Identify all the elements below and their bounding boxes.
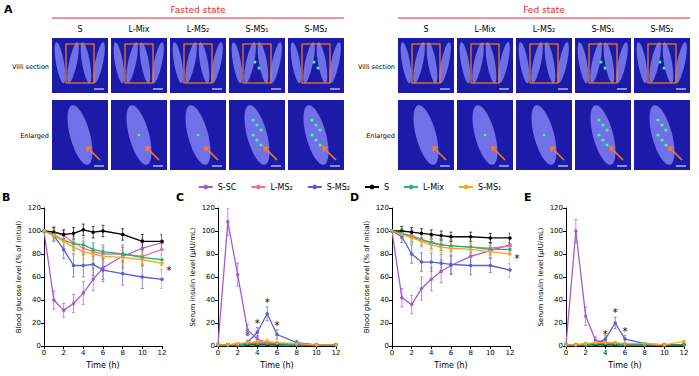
svg-text:8: 8 <box>120 349 124 357</box>
svg-text:0: 0 <box>559 342 563 350</box>
svg-text:120: 120 <box>28 204 41 212</box>
svg-text:10: 10 <box>138 349 147 357</box>
svg-text:Enlarged: Enlarged <box>20 132 49 140</box>
svg-text:0: 0 <box>211 342 215 350</box>
svg-text:Serum insulin level (μIU/mL): Serum insulin level (μIU/mL) <box>189 227 197 326</box>
svg-text:S: S <box>423 25 428 34</box>
svg-text:2: 2 <box>61 349 65 357</box>
svg-text:L-MS₂: L-MS₂ <box>533 25 555 34</box>
svg-text:60: 60 <box>380 273 389 281</box>
svg-text:8: 8 <box>468 349 472 357</box>
svg-text:*: * <box>613 307 618 318</box>
svg-text:80: 80 <box>206 250 215 258</box>
svg-text:100: 100 <box>376 227 389 235</box>
svg-text:2: 2 <box>409 349 413 357</box>
svg-text:60: 60 <box>206 273 215 281</box>
svg-text:A: A <box>4 3 13 16</box>
svg-text:0: 0 <box>37 342 41 350</box>
svg-text:60: 60 <box>554 273 563 281</box>
svg-text:L-Mix: L-Mix <box>423 183 444 192</box>
svg-text:0: 0 <box>42 349 46 357</box>
svg-text:60: 60 <box>32 273 41 281</box>
svg-text:8: 8 <box>294 349 298 357</box>
svg-text:40: 40 <box>206 296 215 304</box>
svg-text:S-MS₁: S-MS₁ <box>245 25 268 34</box>
svg-text:6: 6 <box>275 349 280 357</box>
svg-text:40: 40 <box>380 296 389 304</box>
svg-text:Villi section: Villi section <box>358 63 395 71</box>
svg-text:80: 80 <box>554 250 563 258</box>
svg-text:12: 12 <box>158 349 167 357</box>
svg-text:10: 10 <box>486 349 495 357</box>
svg-text:Blood glucose level (% of init: Blood glucose level (% of initial) <box>363 220 371 333</box>
svg-text:*: * <box>166 265 171 276</box>
svg-text:Fed state: Fed state <box>523 5 565 15</box>
svg-text:*: * <box>255 318 260 329</box>
svg-text:L-MS₂: L-MS₂ <box>270 183 292 192</box>
svg-text:40: 40 <box>554 296 563 304</box>
svg-text:Enlarged: Enlarged <box>366 132 395 140</box>
svg-text:S-MS₁: S-MS₁ <box>591 25 614 34</box>
svg-text:Fasted state: Fasted state <box>171 5 226 15</box>
svg-text:120: 120 <box>550 204 563 212</box>
svg-text:*: * <box>265 297 270 308</box>
svg-text:100: 100 <box>550 227 563 235</box>
svg-text:L-Mix: L-Mix <box>474 25 495 34</box>
svg-text:S: S <box>77 25 82 34</box>
svg-text:20: 20 <box>32 319 41 327</box>
svg-text:0: 0 <box>390 349 394 357</box>
svg-text:20: 20 <box>206 319 215 327</box>
svg-text:C: C <box>176 191 184 204</box>
svg-text:4: 4 <box>255 349 260 357</box>
svg-text:40: 40 <box>32 296 41 304</box>
svg-text:6: 6 <box>623 349 628 357</box>
svg-text:20: 20 <box>554 319 563 327</box>
svg-text:B: B <box>2 191 10 204</box>
svg-text:6: 6 <box>101 349 106 357</box>
svg-text:S-MS₂: S-MS₂ <box>650 25 673 34</box>
svg-text:S-MS₂: S-MS₂ <box>327 183 350 192</box>
svg-text:S-MS₁: S-MS₁ <box>478 183 501 192</box>
svg-text:S: S <box>384 183 389 192</box>
svg-text:Serum insulin level (μIU/mL): Serum insulin level (μIU/mL) <box>537 227 545 326</box>
svg-text:Time (h): Time (h) <box>433 361 467 370</box>
svg-text:120: 120 <box>202 204 215 212</box>
svg-text:0: 0 <box>564 349 568 357</box>
svg-text:12: 12 <box>332 349 341 357</box>
svg-text:120: 120 <box>376 204 389 212</box>
svg-text:20: 20 <box>380 319 389 327</box>
svg-text:*: * <box>623 326 628 337</box>
svg-text:E: E <box>524 191 532 204</box>
svg-text:Villi section: Villi section <box>12 63 49 71</box>
svg-text:Blood glucose level (% of init: Blood glucose level (% of initial) <box>15 220 23 333</box>
svg-text:*: * <box>603 329 608 340</box>
svg-text:4: 4 <box>81 349 86 357</box>
svg-text:2: 2 <box>235 349 239 357</box>
svg-text:4: 4 <box>429 349 434 357</box>
svg-text:80: 80 <box>32 250 41 258</box>
svg-text:S-MS₂: S-MS₂ <box>304 25 327 34</box>
svg-text:Time (h): Time (h) <box>259 361 293 370</box>
svg-text:Time (h): Time (h) <box>607 361 641 370</box>
svg-text:12: 12 <box>506 349 515 357</box>
svg-text:S-SC: S-SC <box>218 183 237 192</box>
svg-text:D: D <box>350 191 359 204</box>
svg-text:100: 100 <box>202 227 215 235</box>
svg-text:0: 0 <box>385 342 389 350</box>
svg-text:80: 80 <box>380 250 389 258</box>
svg-text:2: 2 <box>583 349 587 357</box>
svg-text:12: 12 <box>680 349 689 357</box>
svg-text:Time (h): Time (h) <box>85 361 119 370</box>
svg-text:*: * <box>514 253 519 264</box>
svg-text:8: 8 <box>642 349 646 357</box>
svg-text:6: 6 <box>449 349 454 357</box>
svg-text:L-Mix: L-Mix <box>128 25 149 34</box>
svg-text:0: 0 <box>216 349 220 357</box>
svg-text:4: 4 <box>603 349 608 357</box>
svg-text:L-MS₂: L-MS₂ <box>187 25 209 34</box>
svg-text:10: 10 <box>312 349 321 357</box>
svg-text:*: * <box>275 320 280 331</box>
svg-text:10: 10 <box>660 349 669 357</box>
svg-text:100: 100 <box>28 227 41 235</box>
